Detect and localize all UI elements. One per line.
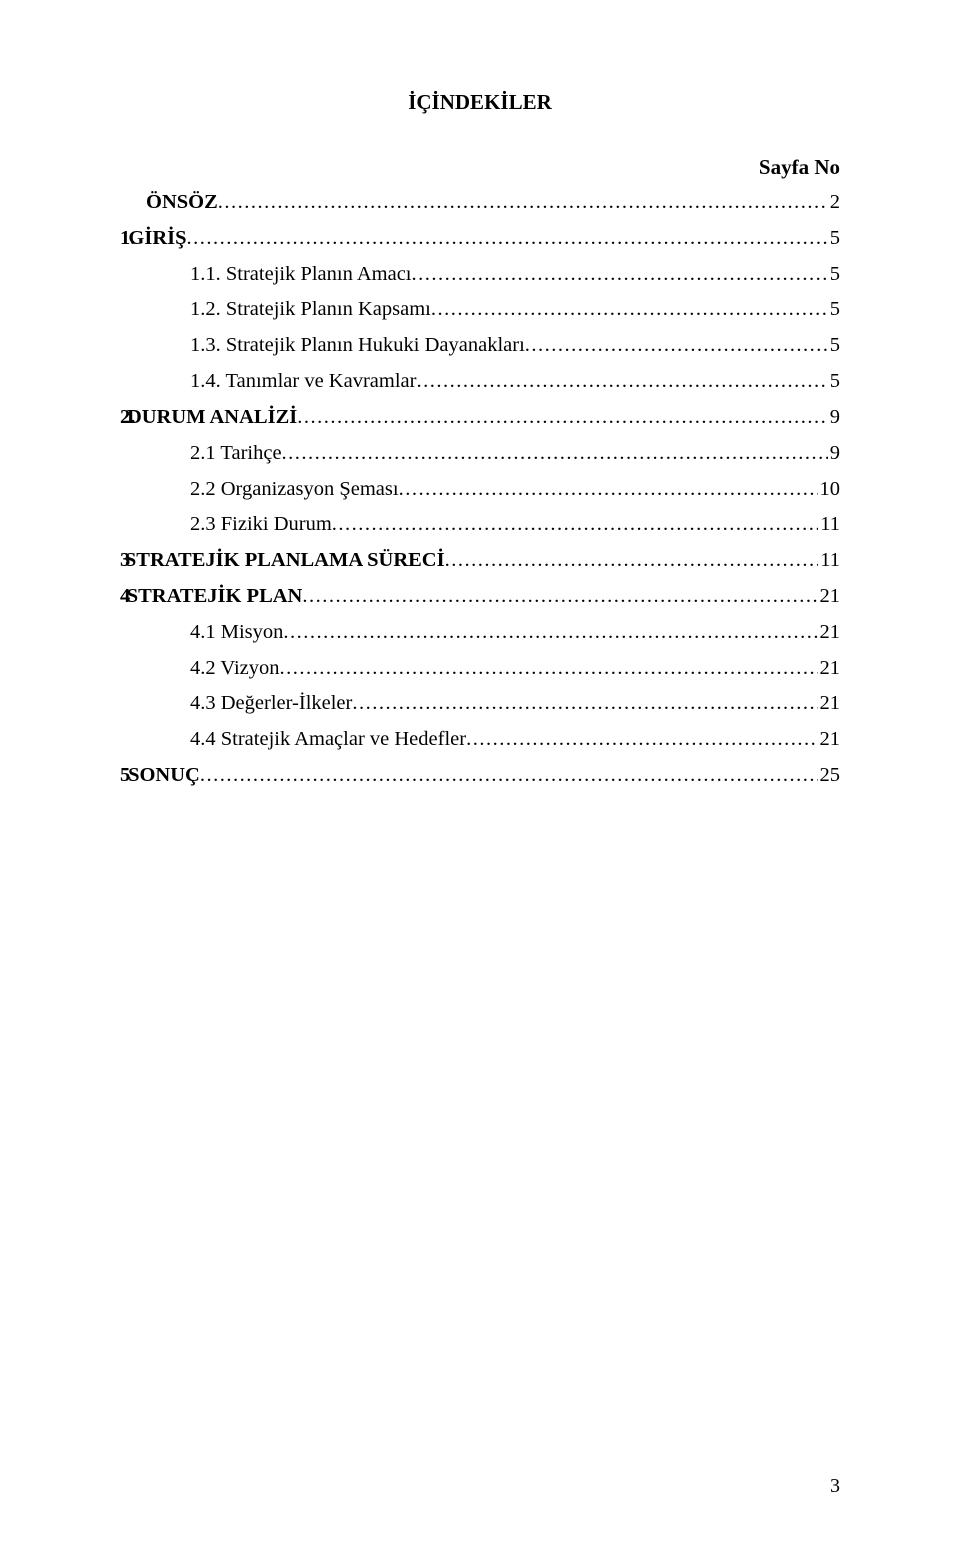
toc-item-label: 4.1 Misyon	[190, 616, 283, 650]
footer-page-number: 3	[830, 1475, 840, 1498]
toc-item-page: 21	[818, 723, 841, 757]
toc-item-label: 2.1 Tarihçe	[190, 437, 282, 471]
toc-item-label: GİRİŞ	[128, 222, 186, 256]
toc-dot-leader: ........................................…	[297, 401, 828, 435]
toc-dot-leader: ........................................…	[332, 508, 818, 542]
toc-item-page: 25	[818, 759, 841, 793]
toc-row: 2.2 Organizasyon Şeması.................…	[120, 473, 840, 507]
table-of-contents: ÖNSÖZ...................................…	[120, 186, 840, 793]
toc-row: 1.4. Tanımlar ve Kavramlar..............…	[120, 365, 840, 399]
toc-dot-leader: ........................................…	[352, 687, 817, 721]
toc-row: 4STRATEJİK PLAN.........................…	[120, 580, 840, 614]
toc-dot-leader: ........................................…	[466, 723, 817, 757]
toc-dot-leader: ........................................…	[302, 580, 817, 614]
toc-item-page: 11	[818, 508, 840, 542]
toc-row: 2.3 Fiziki Durum........................…	[120, 508, 840, 542]
toc-item-page: 5	[828, 258, 840, 292]
toc-item-page: 10	[818, 473, 841, 507]
toc-item-label: 2.2 Organizasyon Şeması	[190, 473, 399, 507]
toc-item-page: 9	[828, 401, 840, 435]
toc-item-page: 21	[818, 652, 841, 686]
toc-dot-leader: ........................................…	[187, 222, 828, 256]
toc-dot-leader: ........................................…	[200, 759, 818, 793]
toc-item-page: 21	[818, 580, 841, 614]
toc-item-page: 5	[828, 365, 840, 399]
toc-item-label: 4.2 Vizyon	[190, 652, 280, 686]
toc-item-label: DURUM ANALİZİ	[127, 401, 297, 435]
toc-dot-leader: ........................................…	[416, 365, 827, 399]
toc-dot-leader: ........................................…	[445, 544, 819, 578]
toc-dot-leader: ........................................…	[280, 652, 818, 686]
toc-item-label: 2.3 Fiziki Durum	[190, 508, 332, 542]
toc-item-page: 5	[828, 293, 840, 327]
toc-item-page: 21	[818, 687, 841, 721]
toc-dot-leader: ........................................…	[399, 473, 818, 507]
toc-item-page: 21	[818, 616, 841, 650]
toc-row: 2.1 Tarihçe.............................…	[120, 437, 840, 471]
toc-row: 1.GİRİŞ.................................…	[120, 222, 840, 256]
toc-row: 1.1. Stratejik Planın Amacı.............…	[120, 258, 840, 292]
toc-row: 1.2. Stratejik Planın Kapsamı...........…	[120, 293, 840, 327]
toc-row: 4.1 Misyon..............................…	[120, 616, 840, 650]
toc-item-label: 4.3 Değerler-İlkeler	[190, 687, 352, 721]
toc-row: ÖNSÖZ...................................…	[120, 186, 840, 220]
toc-row: 5SONUÇ..................................…	[120, 759, 840, 793]
toc-item-label: 1.1. Stratejik Planın Amacı	[190, 258, 412, 292]
toc-row: 1.3. Stratejik Planın Hukuki Dayanakları…	[120, 329, 840, 363]
toc-item-page: 11	[818, 544, 840, 578]
toc-dot-leader: ........................................…	[282, 437, 828, 471]
toc-dot-leader: ........................................…	[283, 616, 817, 650]
toc-row: 4.4 Stratejik Amaçlar ve Hedefler.......…	[120, 723, 840, 757]
toc-item-label: ÖNSÖZ	[146, 186, 218, 220]
toc-item-label: 1.2. Stratejik Planın Kapsamı	[190, 293, 431, 327]
page-number-header: Sayfa No	[120, 155, 840, 180]
toc-dot-leader: ........................................…	[412, 258, 828, 292]
toc-item-label: 1.3. Stratejik Planın Hukuki Dayanakları	[190, 329, 525, 363]
toc-row: 4.3 Değerler-İlkeler....................…	[120, 687, 840, 721]
toc-dot-leader: ........................................…	[525, 329, 828, 363]
toc-item-label: 4.4 Stratejik Amaçlar ve Hedefler	[190, 723, 466, 757]
toc-dot-leader: ........................................…	[431, 293, 828, 327]
toc-item-page: 9	[828, 437, 840, 471]
toc-item-label: STRATEJİK PLAN	[127, 580, 303, 614]
toc-item-label: SONUÇ	[128, 759, 200, 793]
toc-row: 3STRATEJİK PLANLAMA SÜRECİ..............…	[120, 544, 840, 578]
page-title: İÇİNDEKİLER	[120, 90, 840, 115]
toc-item-page: 2	[828, 186, 840, 220]
toc-item-label: STRATEJİK PLANLAMA SÜRECİ	[125, 544, 445, 578]
toc-row: 2.DURUM ANALİZİ.........................…	[120, 401, 840, 435]
toc-item-page: 5	[828, 329, 840, 363]
toc-item-page: 5	[828, 222, 840, 256]
toc-row: 4.2 Vizyon..............................…	[120, 652, 840, 686]
toc-dot-leader: ........................................…	[218, 186, 828, 220]
toc-item-label: 1.4. Tanımlar ve Kavramlar	[190, 365, 416, 399]
